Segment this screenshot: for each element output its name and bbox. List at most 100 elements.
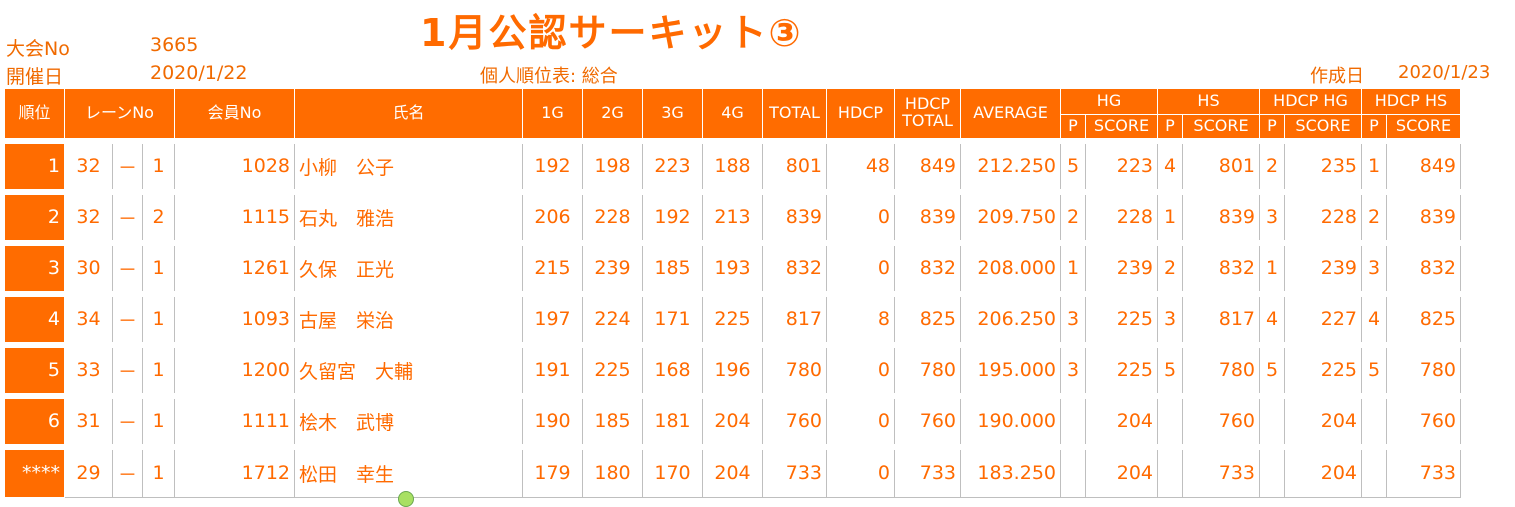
lane-sub-cell: 1 xyxy=(142,239,175,294)
g2-cell: 228 xyxy=(582,188,643,243)
hhs-p-cell: 1 xyxy=(1361,137,1387,192)
col-header-3g: 3G xyxy=(642,88,703,141)
hhs-score-cell: 825 xyxy=(1386,290,1461,345)
hs-p-cell: 4 xyxy=(1157,137,1183,192)
hdcp-total-cell: 849 xyxy=(894,137,961,192)
g1-cell: 179 xyxy=(522,443,583,498)
g1-cell: 206 xyxy=(522,188,583,243)
lane-sep-cell: － xyxy=(112,137,143,192)
hdcp-cell: 0 xyxy=(826,443,895,498)
hhg-score-cell: 204 xyxy=(1284,392,1362,447)
rank-cell: 3 xyxy=(4,239,65,294)
g2-cell: 225 xyxy=(582,341,643,396)
g3-cell: 192 xyxy=(642,188,703,243)
member-cell: 1028 xyxy=(174,137,295,192)
table-row: 5 33 － 1 1200 久留宮 大輔 191 225 168 196 780… xyxy=(4,341,1461,396)
hhg-p-cell: 5 xyxy=(1259,341,1285,396)
rank-cell: 5 xyxy=(4,341,65,396)
lane-sub-cell: 2 xyxy=(142,188,175,243)
hhs-score-cell: 733 xyxy=(1386,443,1461,498)
g2-cell: 180 xyxy=(582,443,643,498)
hhg-p-cell xyxy=(1259,443,1285,498)
average-cell: 190.000 xyxy=(960,392,1061,447)
hhg-score-cell: 228 xyxy=(1284,188,1362,243)
g2-cell: 198 xyxy=(582,137,643,192)
lane-cell: 32 xyxy=(64,188,113,243)
g3-cell: 223 xyxy=(642,137,703,192)
col-header-1g: 1G xyxy=(522,88,583,141)
hg-p-cell xyxy=(1060,443,1086,498)
col-header-hs-score: SCORE xyxy=(1182,114,1260,141)
rank-cell: 1 xyxy=(4,137,65,192)
hdcp-cell: 0 xyxy=(826,341,895,396)
hhg-score-cell: 239 xyxy=(1284,239,1362,294)
rank-cell: **** xyxy=(4,443,65,498)
hhs-score-cell: 780 xyxy=(1386,341,1461,396)
page-title: 1月公認サーキット③ xyxy=(420,11,803,55)
average-cell: 206.250 xyxy=(960,290,1061,345)
g4-cell: 204 xyxy=(702,443,763,498)
g4-cell: 188 xyxy=(702,137,763,192)
rank-cell: 4 xyxy=(4,290,65,345)
table-row: 4 34 － 1 1093 古屋 栄治 197 224 171 225 817 … xyxy=(4,290,1461,345)
lane-cell: 33 xyxy=(64,341,113,396)
hhg-p-cell: 2 xyxy=(1259,137,1285,192)
g3-cell: 170 xyxy=(642,443,703,498)
hs-score-cell: 839 xyxy=(1182,188,1260,243)
col-header-lane: レーンNo xyxy=(64,88,175,141)
table-row: 3 30 － 1 1261 久保 正光 215 239 185 193 832 … xyxy=(4,239,1461,294)
name-cell: 桧木 武博 xyxy=(294,392,523,447)
col-header-hhs-score: SCORE xyxy=(1386,114,1461,141)
hg-score-cell: 223 xyxy=(1085,137,1158,192)
average-cell: 195.000 xyxy=(960,341,1061,396)
cursor-dot-icon xyxy=(398,491,414,507)
hs-score-cell: 832 xyxy=(1182,239,1260,294)
member-cell: 1261 xyxy=(174,239,295,294)
g1-cell: 191 xyxy=(522,341,583,396)
col-header-hg: HG xyxy=(1060,88,1158,115)
lane-sep-cell: － xyxy=(112,188,143,243)
total-cell: 760 xyxy=(762,392,827,447)
name-cell: 小柳 公子 xyxy=(294,137,523,192)
col-header-4g: 4G xyxy=(702,88,763,141)
header-row-1: 順位 レーンNo 会員No 氏名 1G 2G 3G 4G TOTAL HDCP … xyxy=(4,88,1461,141)
g4-cell: 193 xyxy=(702,239,763,294)
name-cell: 松田 幸生 xyxy=(294,443,523,498)
col-header-hhg-p: P xyxy=(1259,114,1285,141)
hhs-p-cell: 4 xyxy=(1361,290,1387,345)
g4-cell: 213 xyxy=(702,188,763,243)
created-date: 2020/1/23 xyxy=(1398,62,1491,83)
hs-p-cell: 5 xyxy=(1157,341,1183,396)
col-header-hg-score: SCORE xyxy=(1085,114,1158,141)
report-name: 個人順位表: 総合 xyxy=(480,66,618,87)
lane-cell: 34 xyxy=(64,290,113,345)
hs-score-cell: 760 xyxy=(1182,392,1260,447)
average-cell: 209.750 xyxy=(960,188,1061,243)
lane-sep-cell: － xyxy=(112,443,143,498)
g1-cell: 192 xyxy=(522,137,583,192)
g3-cell: 185 xyxy=(642,239,703,294)
date-label: 開催日 xyxy=(6,66,64,88)
table-row: 6 31 － 1 1111 桧木 武博 190 185 181 204 760 … xyxy=(4,392,1461,447)
g1-cell: 190 xyxy=(522,392,583,447)
total-cell: 832 xyxy=(762,239,827,294)
g1-cell: 197 xyxy=(522,290,583,345)
average-cell: 208.000 xyxy=(960,239,1061,294)
g4-cell: 196 xyxy=(702,341,763,396)
col-header-hhs-p: P xyxy=(1361,114,1387,141)
lane-sub-cell: 1 xyxy=(142,392,175,447)
lane-sub-cell: 1 xyxy=(142,443,175,498)
hhs-score-cell: 760 xyxy=(1386,392,1461,447)
hs-score-cell: 780 xyxy=(1182,341,1260,396)
hdcp-total-line1: HDCP xyxy=(904,94,951,114)
hg-score-cell: 225 xyxy=(1085,341,1158,396)
lane-cell: 31 xyxy=(64,392,113,447)
hs-score-cell: 801 xyxy=(1182,137,1260,192)
g4-cell: 204 xyxy=(702,392,763,447)
g3-cell: 181 xyxy=(642,392,703,447)
hs-score-cell: 733 xyxy=(1182,443,1260,498)
lane-sub-cell: 1 xyxy=(142,137,175,192)
average-cell: 212.250 xyxy=(960,137,1061,192)
hg-score-cell: 228 xyxy=(1085,188,1158,243)
name-cell: 石丸 雅浩 xyxy=(294,188,523,243)
